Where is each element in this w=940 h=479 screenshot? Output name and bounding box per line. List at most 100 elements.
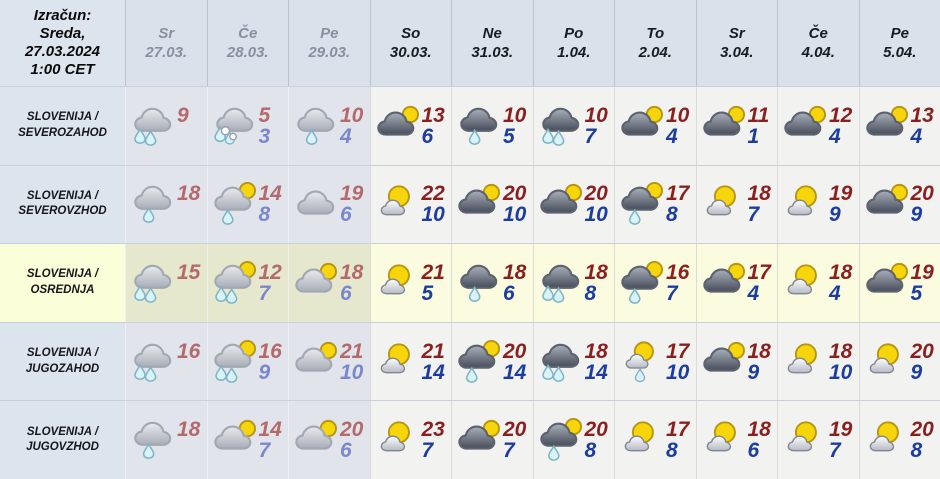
temp-max: 9 — [177, 103, 189, 127]
forecast-cell: 18 — [125, 165, 207, 244]
temperatures: 16 — [177, 341, 200, 383]
cloud-rain-1-icon — [127, 418, 177, 462]
forecast-cell: 20 10 — [532, 165, 614, 244]
temp-max: 17 — [666, 182, 690, 206]
temp-min: 10 — [421, 203, 445, 227]
cloud-rain-1-icon — [453, 261, 503, 305]
temp-min — [177, 204, 200, 225]
forecast-cell: 19 9 — [777, 165, 859, 244]
temperatures: 12 4 — [829, 105, 852, 147]
temp-min: 10 — [503, 203, 527, 227]
cloud-rain-1-icon — [453, 104, 503, 148]
temperatures: 16 7 — [666, 262, 689, 304]
temp-max: 15 — [177, 260, 201, 284]
temp-max: 12 — [829, 103, 853, 127]
forecast-cell: 10 5 — [451, 87, 533, 165]
temp-max: 20 — [584, 182, 608, 206]
forecast-cell: 10 4 — [614, 87, 696, 165]
sun-cloud-icon — [372, 418, 422, 462]
temp-min: 6 — [503, 281, 515, 305]
temp-min: 6 — [421, 124, 434, 148]
temp-max: 19 — [829, 418, 853, 442]
column-header: So 30.03. — [369, 0, 451, 86]
column-date: 31.03. — [471, 44, 514, 61]
forecast-cell: 18 14 — [532, 322, 614, 401]
forecast-cell: 18 6 — [695, 401, 777, 479]
temperatures: 20 7 — [503, 419, 526, 461]
forecast-cell: 21 14 — [369, 322, 451, 401]
temperatures: 20 14 — [503, 341, 526, 383]
cloud-sun-rain-1-icon — [453, 339, 503, 384]
temp-min: 7 — [503, 439, 515, 463]
column-header: Pe 29.03. — [288, 0, 370, 86]
cloud-sun-rain-1-icon — [535, 418, 585, 462]
column-header: Pe 5.04. — [858, 0, 940, 86]
temp-min: 9 — [747, 360, 760, 384]
region-row: SLOVENIJA / JUGOVZHOD 18 14 7 20 6 23 7 20 7 20 8 17 8… — [0, 400, 940, 479]
temp-max: 18 — [747, 182, 771, 206]
temperatures: 20 10 — [585, 183, 608, 225]
temperatures: 13 6 — [422, 105, 445, 147]
column-date: 3.04. — [720, 44, 754, 61]
forecast-cell: 16 9 — [206, 322, 288, 401]
temperatures: 18 14 — [585, 341, 608, 383]
forecast-cell: 22 10 — [369, 165, 451, 244]
cloud-sun-icon — [861, 182, 911, 226]
temp-min: 7 — [747, 203, 760, 227]
temp-max: 23 — [421, 418, 445, 442]
sun-cloud-icon — [779, 340, 829, 384]
cloud-rain-2-icon — [127, 340, 177, 384]
temperatures: 12 7 — [259, 262, 282, 304]
region-label-line: SLOVENIJA / — [26, 111, 99, 124]
region-label-line: SLOVENIJA / — [26, 347, 99, 360]
column-date: 5.04. — [883, 44, 917, 61]
cloud-sun-rain-2-icon — [209, 339, 259, 384]
temperatures: 10 5 — [503, 105, 526, 147]
column-date: 2.04. — [638, 44, 672, 61]
column-header: Sr 3.04. — [695, 0, 777, 86]
temp-min: 8 — [666, 439, 678, 463]
forecast-cell: 18 6 — [451, 244, 533, 322]
cloud-rain-1-icon — [127, 182, 177, 226]
temperatures: 20 6 — [340, 419, 363, 461]
temperatures: 20 9 — [911, 183, 934, 225]
temperatures: 17 10 — [666, 341, 689, 383]
temp-min — [177, 283, 200, 304]
column-day: Sr — [728, 24, 745, 42]
temp-min: 4 — [910, 124, 923, 148]
forecast-cell: 12 7 — [206, 244, 288, 322]
forecast-cell: 17 8 — [614, 165, 696, 244]
temp-max: 5 — [258, 103, 271, 127]
forecast-cell: 19 5 — [858, 244, 940, 322]
temp-max: 16 — [666, 260, 690, 284]
sun-cloud-icon — [698, 418, 748, 462]
temperatures: 20 10 — [503, 183, 526, 225]
column-day: Ne — [482, 24, 502, 42]
temp-min: 10 — [340, 360, 364, 384]
forecast-cell: 10 7 — [532, 87, 614, 165]
forecast-cell: 11 1 — [695, 87, 777, 165]
column-day: Pe — [320, 24, 339, 42]
forecast-cell: 16 — [125, 322, 207, 401]
cloud-rain-2-icon — [127, 104, 177, 148]
temp-min: 6 — [340, 203, 352, 227]
temp-max: 21 — [421, 260, 445, 284]
temperatures: 18 6 — [340, 262, 363, 304]
forecast-cell: 23 7 — [369, 401, 451, 479]
temp-min: 8 — [584, 281, 597, 305]
cloud-sun-icon — [535, 182, 585, 226]
temp-min: 8 — [910, 439, 923, 463]
forecast-cell: 18 4 — [777, 244, 859, 322]
temp-min: 7 — [584, 124, 597, 148]
temp-max: 20 — [910, 418, 934, 442]
cloud-sun-icon — [290, 261, 340, 305]
forecast-cell: 18 7 — [695, 165, 777, 244]
cloud-sun-icon — [209, 418, 259, 462]
forecast-cell: 18 9 — [695, 322, 777, 401]
forecast-cell: 18 8 — [532, 244, 614, 322]
sun-cloud-rain-1-icon — [616, 340, 666, 384]
temp-min: 6 — [340, 439, 352, 463]
